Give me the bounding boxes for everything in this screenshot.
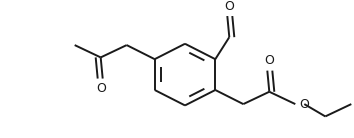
Text: O: O <box>264 54 274 67</box>
Text: O: O <box>224 0 234 13</box>
Text: O: O <box>299 98 309 111</box>
Text: O: O <box>96 82 105 95</box>
